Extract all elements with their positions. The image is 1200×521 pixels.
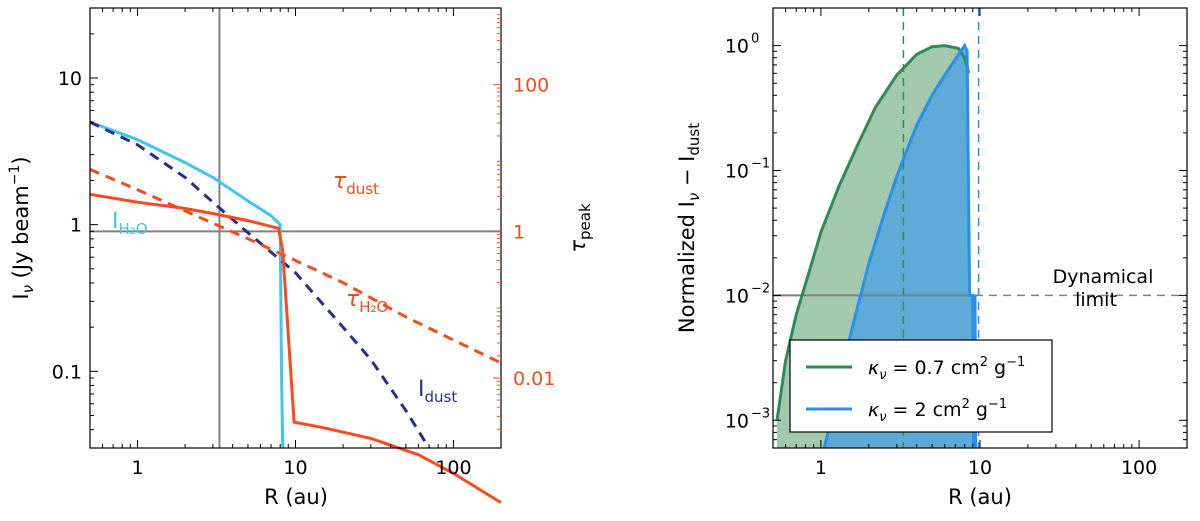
y-tick-label: 0.1 [52, 361, 82, 383]
series-i-h2o [89, 120, 285, 449]
left-panel: 1 10 100 0.1 1 10 0.01 1 100 R (au) Iν (Jy beam−… [7, 7, 594, 509]
right-y-axis-label: τpeak [566, 203, 594, 253]
left-x-axis-label: R (au) [264, 485, 328, 509]
tau-h2o-label: τH₂O [346, 287, 388, 316]
series-line-green [775, 44, 971, 421]
dynamical-limit-label-line2: limit [1075, 289, 1117, 311]
x-tick-label: 100 [435, 457, 471, 479]
legend: κν = 0.7 cm2 g−1 κν = 2 cm2 g−1 [789, 339, 1053, 433]
left-plot-frame [89, 7, 502, 449]
y2-tick-label: 100 [513, 75, 549, 97]
right-y-axis-title: Normalized Iν − Idust [675, 123, 703, 333]
x-tick-label: 1 [815, 457, 827, 479]
left-y-axis-label: Iν (Jy beam−1) [7, 156, 37, 299]
dynamical-limit-label-line1: Dynamical [1053, 266, 1154, 288]
series-tau-dust [89, 168, 502, 365]
y-tick-exponent: −1 [751, 156, 770, 171]
x-tick-label: 10 [968, 457, 992, 479]
tau-dust-label: τdust [333, 169, 379, 198]
y-tick-label: 1 [70, 215, 82, 237]
y-tick-label: 10 [725, 160, 749, 182]
y-tick-exponent: 0 [751, 32, 759, 47]
reference-lines [90, 8, 501, 448]
series-tau-h2o [89, 192, 502, 504]
right-series [775, 42, 978, 449]
series-i-dust [89, 120, 431, 449]
x-tick-label: 10 [283, 457, 307, 479]
x-tick-label: 1 [132, 457, 144, 479]
y2-tick-label: 1 [513, 221, 525, 243]
x-tick-label: 100 [1121, 457, 1157, 479]
y-tick-label: 10 [58, 68, 82, 90]
right-x-axis-label: R (au) [948, 485, 1012, 509]
y-tick-label: 10 [725, 36, 749, 58]
series-line-blue [822, 42, 978, 449]
legend-box [789, 339, 1053, 433]
left-ticks: 1 10 100 0.1 1 10 0.01 1 100 [52, 7, 555, 479]
legend-entry-blue: κν = 2 cm2 g−1 [868, 397, 1007, 425]
y-tick-label: 10 [725, 285, 749, 307]
y-tick-exponent: −3 [751, 406, 770, 421]
y2-tick-label: 0.01 [513, 368, 555, 390]
i-dust-label: Idust [418, 377, 457, 406]
left-series [89, 120, 502, 504]
i-h2o-label: IH₂O [112, 209, 148, 238]
y-tick-exponent: −2 [751, 281, 770, 296]
y-tick-label: 10 [725, 410, 749, 432]
legend-entry-green: κν = 0.7 cm2 g−1 [868, 355, 1025, 383]
